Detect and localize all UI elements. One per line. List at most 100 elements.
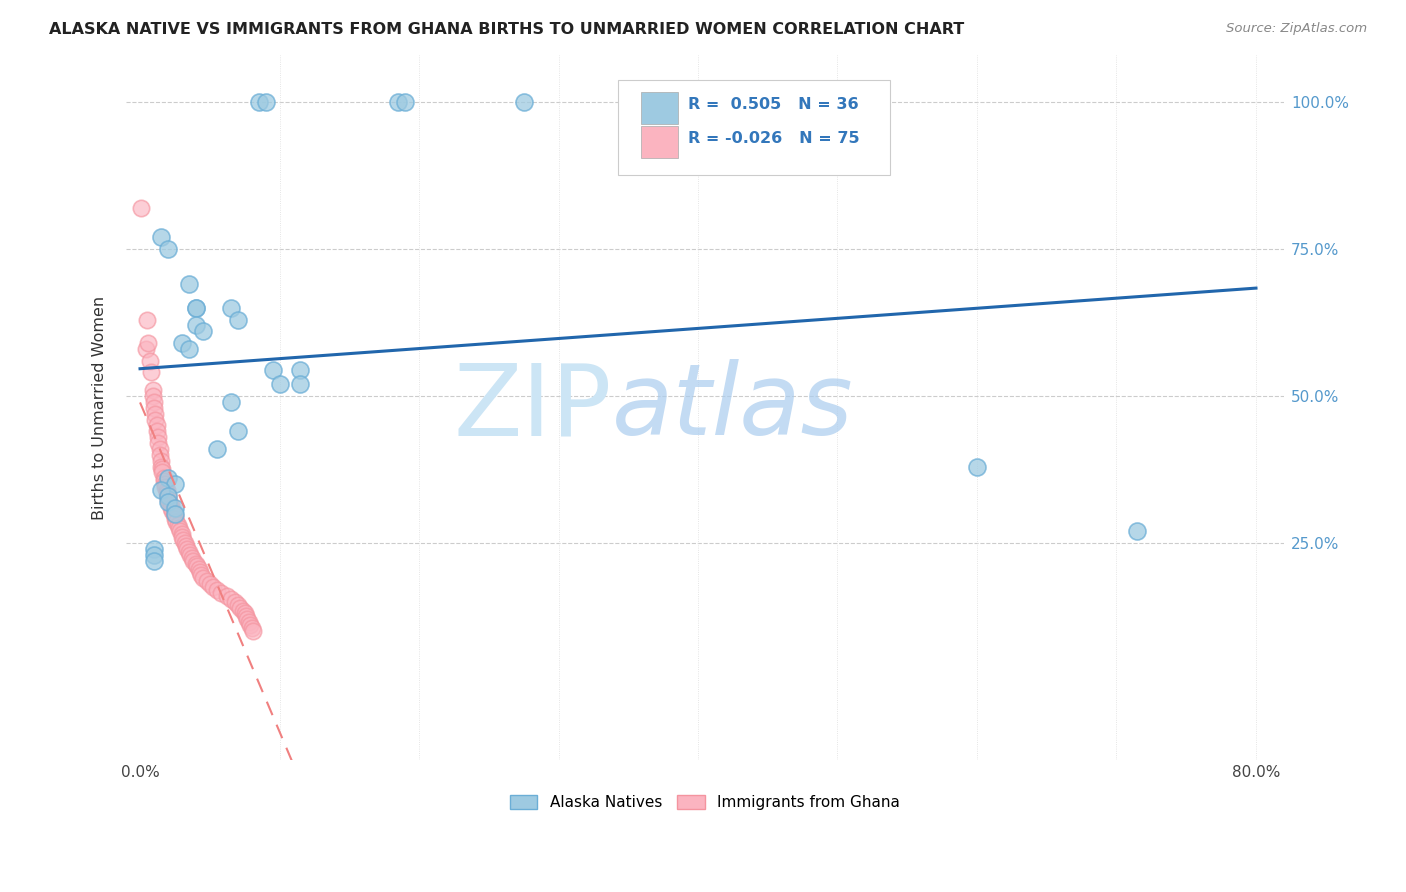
Point xyxy=(238,615,260,630)
Point xyxy=(187,562,209,576)
Point xyxy=(155,483,177,497)
Point xyxy=(148,448,170,462)
Point xyxy=(149,230,172,244)
Point xyxy=(226,312,249,326)
Point xyxy=(232,603,254,617)
Text: ZIP: ZIP xyxy=(454,359,613,457)
FancyBboxPatch shape xyxy=(619,79,890,175)
Point xyxy=(226,598,249,612)
Point xyxy=(170,530,193,544)
Point xyxy=(162,507,184,521)
Point xyxy=(235,609,257,624)
Point xyxy=(138,336,160,351)
Point xyxy=(269,377,291,392)
Point xyxy=(177,545,200,559)
Point xyxy=(152,474,174,488)
Point xyxy=(163,512,186,526)
Point xyxy=(219,301,242,315)
Point xyxy=(236,612,259,626)
Point xyxy=(172,533,194,547)
Point xyxy=(174,539,197,553)
FancyBboxPatch shape xyxy=(641,126,678,158)
Point xyxy=(198,577,221,591)
Text: R = -0.026   N = 75: R = -0.026 N = 75 xyxy=(688,131,859,146)
Point xyxy=(219,591,242,606)
Point xyxy=(186,559,208,574)
Point xyxy=(205,582,228,597)
Point xyxy=(150,466,173,480)
Point xyxy=(139,353,162,368)
Text: atlas: atlas xyxy=(613,359,853,457)
Point xyxy=(624,95,647,110)
Point xyxy=(141,366,163,380)
Point xyxy=(966,459,988,474)
Point xyxy=(163,509,186,524)
Point xyxy=(240,621,263,635)
Point xyxy=(262,362,284,376)
Point xyxy=(166,518,188,533)
Point xyxy=(145,412,167,426)
Point xyxy=(179,548,201,562)
Point xyxy=(233,607,256,621)
Point xyxy=(290,362,312,376)
Point xyxy=(163,507,186,521)
Point xyxy=(226,424,249,438)
Point xyxy=(143,541,166,556)
Point xyxy=(180,550,202,565)
Point xyxy=(136,312,159,326)
Point xyxy=(143,548,166,562)
Point xyxy=(170,336,193,351)
Point xyxy=(184,557,207,571)
Point xyxy=(184,318,207,333)
Point xyxy=(176,541,198,556)
Point xyxy=(184,301,207,315)
Point xyxy=(156,489,179,503)
Point xyxy=(142,383,165,397)
Point xyxy=(156,491,179,506)
Point xyxy=(188,566,211,580)
Point xyxy=(177,342,200,356)
Point xyxy=(173,536,195,550)
Point xyxy=(239,618,262,632)
Text: R =  0.505   N = 36: R = 0.505 N = 36 xyxy=(688,97,858,112)
Point xyxy=(149,459,172,474)
Point xyxy=(143,401,166,415)
Point xyxy=(169,524,191,538)
Point xyxy=(159,500,181,515)
Text: ALASKA NATIVE VS IMMIGRANTS FROM GHANA BIRTHS TO UNMARRIED WOMEN CORRELATION CHA: ALASKA NATIVE VS IMMIGRANTS FROM GHANA B… xyxy=(49,22,965,37)
Point xyxy=(156,495,179,509)
Point xyxy=(152,471,174,485)
Point xyxy=(177,277,200,292)
Point xyxy=(209,586,232,600)
Point xyxy=(290,377,312,392)
Point xyxy=(142,389,165,403)
Point xyxy=(254,95,277,110)
Point xyxy=(143,553,166,567)
Point xyxy=(224,595,246,609)
Point xyxy=(163,477,186,491)
Point xyxy=(1126,524,1149,538)
Point xyxy=(160,503,183,517)
Point xyxy=(153,480,176,494)
Point xyxy=(135,342,157,356)
Point xyxy=(146,430,169,444)
Point xyxy=(229,600,252,615)
Point xyxy=(195,574,218,588)
Point xyxy=(215,589,238,603)
Point xyxy=(205,442,228,456)
Legend: Alaska Natives, Immigrants from Ghana: Alaska Natives, Immigrants from Ghana xyxy=(503,789,905,816)
Point xyxy=(159,498,181,512)
Point xyxy=(156,471,179,485)
Point xyxy=(191,324,214,338)
Point xyxy=(201,580,224,594)
Point xyxy=(145,424,167,438)
Point xyxy=(145,418,167,433)
Point xyxy=(181,553,204,567)
Point xyxy=(149,483,172,497)
Point xyxy=(145,407,167,421)
Point xyxy=(131,201,153,215)
Point xyxy=(167,521,190,535)
Point xyxy=(156,242,179,256)
Point xyxy=(150,462,173,476)
Point xyxy=(156,489,179,503)
